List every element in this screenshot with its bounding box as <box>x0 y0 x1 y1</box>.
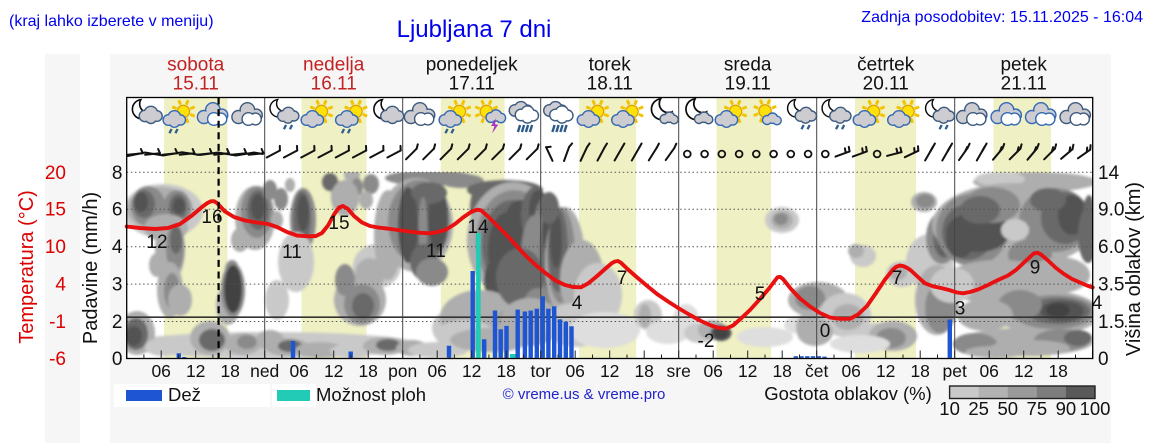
svg-text:(kraj lahko izberete v meniju): (kraj lahko izberete v meniju) <box>9 13 214 30</box>
svg-text:3.5: 3.5 <box>1098 275 1124 296</box>
svg-text:9: 9 <box>1030 258 1041 279</box>
svg-text:19.11: 19.11 <box>725 74 771 95</box>
svg-text:6: 6 <box>112 200 123 221</box>
svg-text:Zadnja posodobitev: 15.11.2025: Zadnja posodobitev: 15.11.2025 - 16:04 <box>861 9 1143 26</box>
svg-text:9.0: 9.0 <box>1098 200 1124 221</box>
svg-text:2: 2 <box>112 312 123 333</box>
svg-text:Padavine (mm/h): Padavine (mm/h) <box>80 192 102 344</box>
svg-text:18: 18 <box>910 361 929 381</box>
svg-text:sobota: sobota <box>167 55 224 76</box>
svg-text:Gostota oblakov (%): Gostota oblakov (%) <box>764 383 932 404</box>
svg-text:torek: torek <box>589 55 632 76</box>
svg-text:16.11: 16.11 <box>311 74 357 95</box>
svg-text:ponedeljek: ponedeljek <box>426 55 518 76</box>
svg-text:06: 06 <box>565 361 584 381</box>
svg-text:12: 12 <box>146 232 167 253</box>
svg-text:10: 10 <box>939 398 960 419</box>
svg-text:0: 0 <box>1098 349 1109 370</box>
svg-text:7: 7 <box>617 268 628 289</box>
svg-text:Ljubljana 7 dni: Ljubljana 7 dni <box>397 16 552 43</box>
svg-text:pet: pet <box>943 361 967 381</box>
svg-text:20.11: 20.11 <box>863 74 909 95</box>
svg-text:06: 06 <box>841 361 860 381</box>
svg-text:18: 18 <box>496 361 515 381</box>
svg-text:Možnost ploh: Možnost ploh <box>316 384 426 405</box>
svg-text:18: 18 <box>358 361 377 381</box>
svg-text:4: 4 <box>112 237 123 258</box>
svg-text:21.11: 21.11 <box>1001 74 1047 95</box>
svg-text:1.5: 1.5 <box>1098 312 1124 333</box>
svg-text:7: 7 <box>892 268 903 289</box>
svg-text:06: 06 <box>289 361 308 381</box>
svg-text:18: 18 <box>634 361 653 381</box>
svg-text:4: 4 <box>1092 293 1103 314</box>
svg-text:14: 14 <box>1098 163 1120 184</box>
svg-text:10: 10 <box>45 237 66 258</box>
svg-text:12: 12 <box>738 361 757 381</box>
svg-text:15: 15 <box>328 213 349 234</box>
svg-text:tor: tor <box>530 361 551 381</box>
svg-text:100: 100 <box>1080 398 1111 419</box>
svg-text:12: 12 <box>324 361 343 381</box>
svg-text:4: 4 <box>572 293 583 314</box>
svg-text:11: 11 <box>426 241 446 262</box>
svg-text:75: 75 <box>1027 398 1048 419</box>
svg-text:3: 3 <box>955 299 966 320</box>
svg-text:-6: -6 <box>49 349 66 370</box>
svg-text:5: 5 <box>755 284 766 305</box>
svg-text:50: 50 <box>997 398 1018 419</box>
svg-text:18: 18 <box>1048 361 1067 381</box>
svg-text:0: 0 <box>820 321 831 342</box>
svg-text:06: 06 <box>427 361 446 381</box>
svg-text:90: 90 <box>1056 398 1077 419</box>
svg-text:0: 0 <box>112 349 123 370</box>
svg-text:Temperatura (°C): Temperatura (°C) <box>16 190 38 344</box>
svg-text:ned: ned <box>250 361 279 381</box>
svg-text:20: 20 <box>45 163 66 184</box>
svg-text:© vreme.us & vreme.pro: © vreme.us & vreme.pro <box>503 386 666 403</box>
svg-text:6.0: 6.0 <box>1098 237 1124 258</box>
svg-text:18: 18 <box>772 361 791 381</box>
svg-text:sre: sre <box>667 361 691 381</box>
svg-text:-2: -2 <box>698 331 715 352</box>
svg-text:15.11: 15.11 <box>173 74 219 95</box>
svg-text:18: 18 <box>220 361 239 381</box>
svg-text:11: 11 <box>282 242 302 263</box>
svg-text:06: 06 <box>703 361 722 381</box>
svg-text:petek: petek <box>1000 55 1047 76</box>
svg-text:12: 12 <box>1014 361 1033 381</box>
svg-text:Dež: Dež <box>168 384 201 405</box>
svg-text:Višina oblakov (km): Višina oblakov (km) <box>1123 182 1145 356</box>
svg-text:čet: čet <box>805 361 828 381</box>
svg-text:četrtek: četrtek <box>857 55 915 76</box>
svg-text:12: 12 <box>462 361 481 381</box>
svg-text:-1: -1 <box>49 312 66 333</box>
svg-text:18.11: 18.11 <box>587 74 633 95</box>
svg-text:25: 25 <box>968 398 989 419</box>
svg-text:pon: pon <box>388 361 417 381</box>
svg-text:14: 14 <box>467 217 489 238</box>
svg-text:06: 06 <box>151 361 170 381</box>
svg-text:8: 8 <box>112 163 123 184</box>
svg-text:3: 3 <box>112 275 123 296</box>
svg-text:06: 06 <box>979 361 998 381</box>
svg-text:12: 12 <box>600 361 619 381</box>
svg-text:12: 12 <box>186 361 205 381</box>
svg-text:4: 4 <box>55 275 66 296</box>
svg-text:nedelja: nedelja <box>303 55 365 76</box>
svg-text:sreda: sreda <box>724 55 772 76</box>
svg-text:17.11: 17.11 <box>449 74 495 95</box>
svg-text:15: 15 <box>45 200 66 221</box>
svg-text:12: 12 <box>876 361 895 381</box>
